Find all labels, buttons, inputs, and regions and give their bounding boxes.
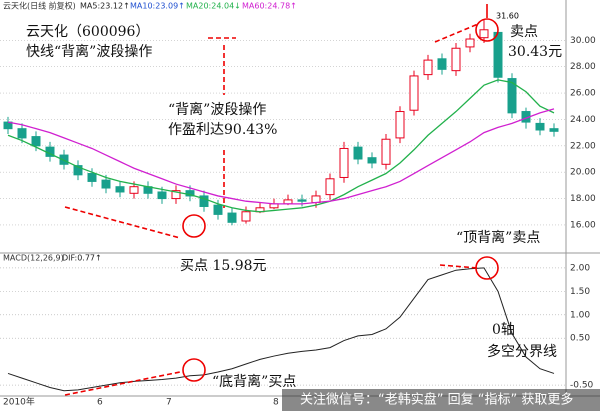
y-tick-label: 20.00 [570,168,596,178]
marks: 16.00 18.00 20.00 22.00 24.00 26.00 28.00 30.00… [0,19,596,392]
candle-body [73,165,83,176]
y-tick-label: 1.00 [570,310,590,320]
arrow [64,206,181,239]
candle-body [241,211,251,222]
candle-body [493,31,503,78]
y-tick-label: 26.00 [570,89,596,99]
annotation: 多空分界线 [487,343,557,360]
annotation: “背离”波段操作 [168,101,266,118]
candle-body [451,47,461,72]
legend-item: MA20:24.04↓ [186,2,241,11]
candle-body [115,186,125,193]
annotation: 31.60 [496,12,519,21]
annotation: 30.43元 [508,44,562,60]
candle-body [423,59,433,76]
annotation: 快线“背离”波段操作 [26,43,152,60]
watermark-bar [282,389,600,411]
y-tick-label: 16.00 [570,220,596,230]
annotation-shapes [64,4,499,396]
candle-body [297,199,307,202]
circle [182,214,206,238]
candle-body [157,191,167,200]
candle-body [465,38,475,48]
candle-body [507,78,517,114]
legend-item: MA10:23.09↑ [130,2,185,11]
circle [475,18,499,42]
candle-body [17,128,27,139]
candle-body [171,190,181,200]
circle [182,358,206,382]
y-tick-label: 1.50 [570,287,590,297]
macd-line [7,267,555,392]
x-tick-label: 2010年 [3,396,35,408]
y-tick-label: 0.50 [570,334,590,344]
candle-body [31,136,41,147]
x-tick-label: 6 [97,398,103,408]
y-tick-label: 22.00 [570,141,596,151]
candle-body [409,75,419,111]
candle-body [535,122,545,131]
candle-body [325,178,335,196]
annotation: “底背离”买点 [212,373,296,390]
stock-title: 云天化(日线 前复权) [3,1,76,11]
legend-item: MA5:23.12↑ [80,2,130,11]
annotation: 卖点 [510,24,538,40]
y-tick-label: 2.00 [570,263,590,273]
macd-title: MACD(12,26,9) [3,254,64,263]
candle-body [129,186,139,194]
candle-body [395,111,405,139]
candle-body [437,58,447,70]
candle-body [101,179,111,189]
annotation: 0轴 [492,322,515,338]
watermark: 关注微信号：“老韩实盘” 回复 “指标” 获取更多 [300,392,573,408]
y-tick-label: 18.00 [570,194,596,204]
candle-body [339,147,349,178]
candle-body [479,29,489,39]
annotation: 作盈利达90.43% [168,122,277,138]
macd-dif: DIF:0.77↑ [62,254,102,263]
y-tick-label: -0.50 [570,381,594,391]
x-tick-label: 7 [166,398,172,408]
annotation: 云天化（600096） [26,24,149,40]
candle-body [311,195,321,204]
x-tick-label: 8 [273,398,279,408]
ma-line [7,108,555,205]
annotation: “顶背离”卖点 [456,229,540,246]
candle-body [87,173,97,182]
y-tick-label: 28.00 [570,62,596,72]
legend-item: MA60:24.78↑ [242,2,297,11]
candle-body [367,157,377,164]
ma-line [7,79,555,213]
y-tick-label: 24.00 [570,115,596,125]
candle-body [213,204,223,215]
candle-body [3,121,13,130]
candle-body [199,195,209,207]
candle-body [549,128,559,132]
candle-body [353,146,363,160]
candle-body [381,138,391,165]
arrow [64,371,181,396]
annotation: 买点 15.98元 [180,258,267,274]
candle-body [227,212,237,223]
arrow [439,264,479,269]
y-tick-label: 30.00 [570,36,596,46]
